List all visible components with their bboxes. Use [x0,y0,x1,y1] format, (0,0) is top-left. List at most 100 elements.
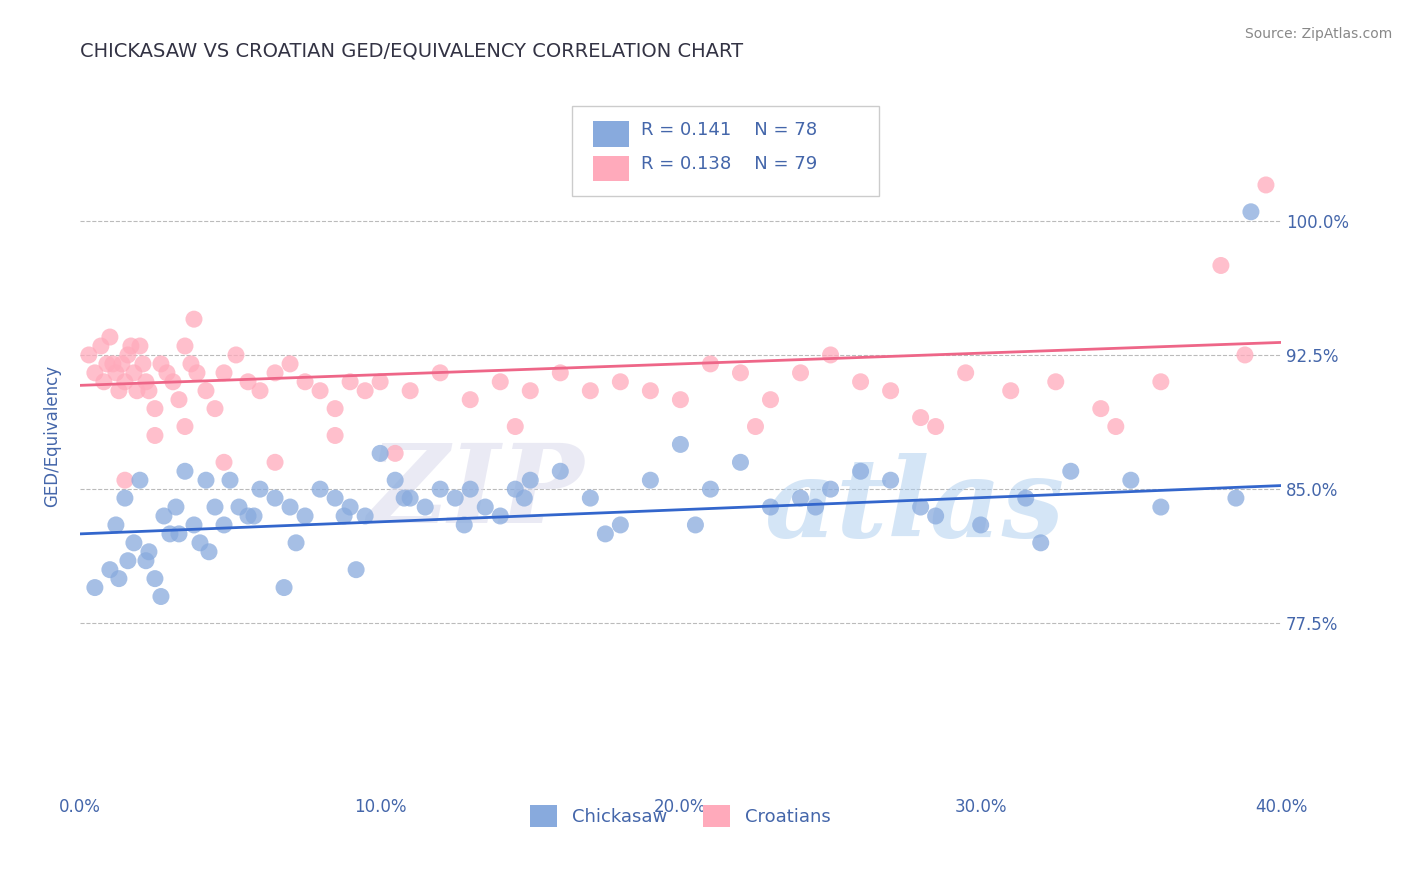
Point [129,339,152,353]
Point [730,455,752,469]
Point [264,491,287,505]
Point [159,527,181,541]
Point [125,384,148,398]
Point [820,482,842,496]
Point [744,419,766,434]
Text: R = 0.141    N = 78: R = 0.141 N = 78 [641,120,817,139]
Point [344,563,367,577]
Point [204,401,226,416]
Point [195,473,218,487]
Point [333,508,356,523]
Point [278,500,301,514]
Point [120,339,142,353]
Point [264,366,287,380]
Point [804,500,827,514]
Point [143,401,166,416]
Point [910,500,932,514]
Point [669,437,692,451]
Point [323,401,346,416]
Point [1150,375,1173,389]
Point [519,473,541,487]
Point [458,482,481,496]
Y-axis label: GED/Equivalency: GED/Equivalency [44,365,60,507]
Point [1233,348,1256,362]
Point [595,527,617,541]
Point [669,392,692,407]
Point [225,348,247,362]
Point [354,508,377,523]
Point [167,392,190,407]
Point [117,554,139,568]
Text: ZIP: ZIP [368,439,585,547]
Point [138,384,160,398]
Point [699,482,721,496]
Point [212,366,235,380]
Point [195,384,218,398]
Point [429,482,451,496]
Point [323,428,346,442]
Point [1000,384,1022,398]
Point [970,517,993,532]
Point [294,375,316,389]
Point [519,384,541,398]
Point [132,357,155,371]
Point [236,375,259,389]
Point [156,366,179,380]
Point [83,581,105,595]
Point [249,384,271,398]
Point [474,500,496,514]
Text: R = 0.138    N = 79: R = 0.138 N = 79 [641,155,817,173]
Point [910,410,932,425]
Point [204,500,226,514]
Point [285,536,308,550]
Point [339,375,361,389]
Point [384,446,406,460]
Point [640,384,662,398]
Point [273,581,295,595]
Point [174,339,197,353]
Point [249,482,271,496]
Text: atlas: atlas [765,453,1064,561]
Text: CHICKASAW VS CROATIAN GED/EQUIVALENCY CORRELATION CHART: CHICKASAW VS CROATIAN GED/EQUIVALENCY CO… [80,42,742,61]
Point [96,357,118,371]
Point [1254,178,1277,192]
Point [143,428,166,442]
Point [228,500,250,514]
Point [392,491,415,505]
Point [368,446,391,460]
Point [1090,401,1112,416]
Point [98,563,121,577]
FancyBboxPatch shape [593,121,628,147]
Point [339,500,361,514]
Point [399,384,422,398]
Point [165,500,187,514]
Point [153,508,176,523]
Point [309,384,332,398]
Point [309,482,332,496]
Point [90,339,112,353]
Point [117,348,139,362]
Point [83,366,105,380]
Point [503,482,526,496]
Point [219,473,242,487]
Point [503,419,526,434]
Point [849,464,872,478]
Point [188,536,211,550]
Point [104,366,127,380]
Point [93,375,115,389]
Point [699,357,721,371]
Point [685,517,707,532]
Point [1225,491,1247,505]
Point [1029,536,1052,550]
Point [579,491,602,505]
Point [384,473,406,487]
Point [640,473,662,487]
Point [789,491,811,505]
Point [278,357,301,371]
Point [759,500,782,514]
Point [489,508,512,523]
Point [1015,491,1038,505]
Point [550,366,572,380]
Point [820,348,842,362]
Point [759,392,782,407]
